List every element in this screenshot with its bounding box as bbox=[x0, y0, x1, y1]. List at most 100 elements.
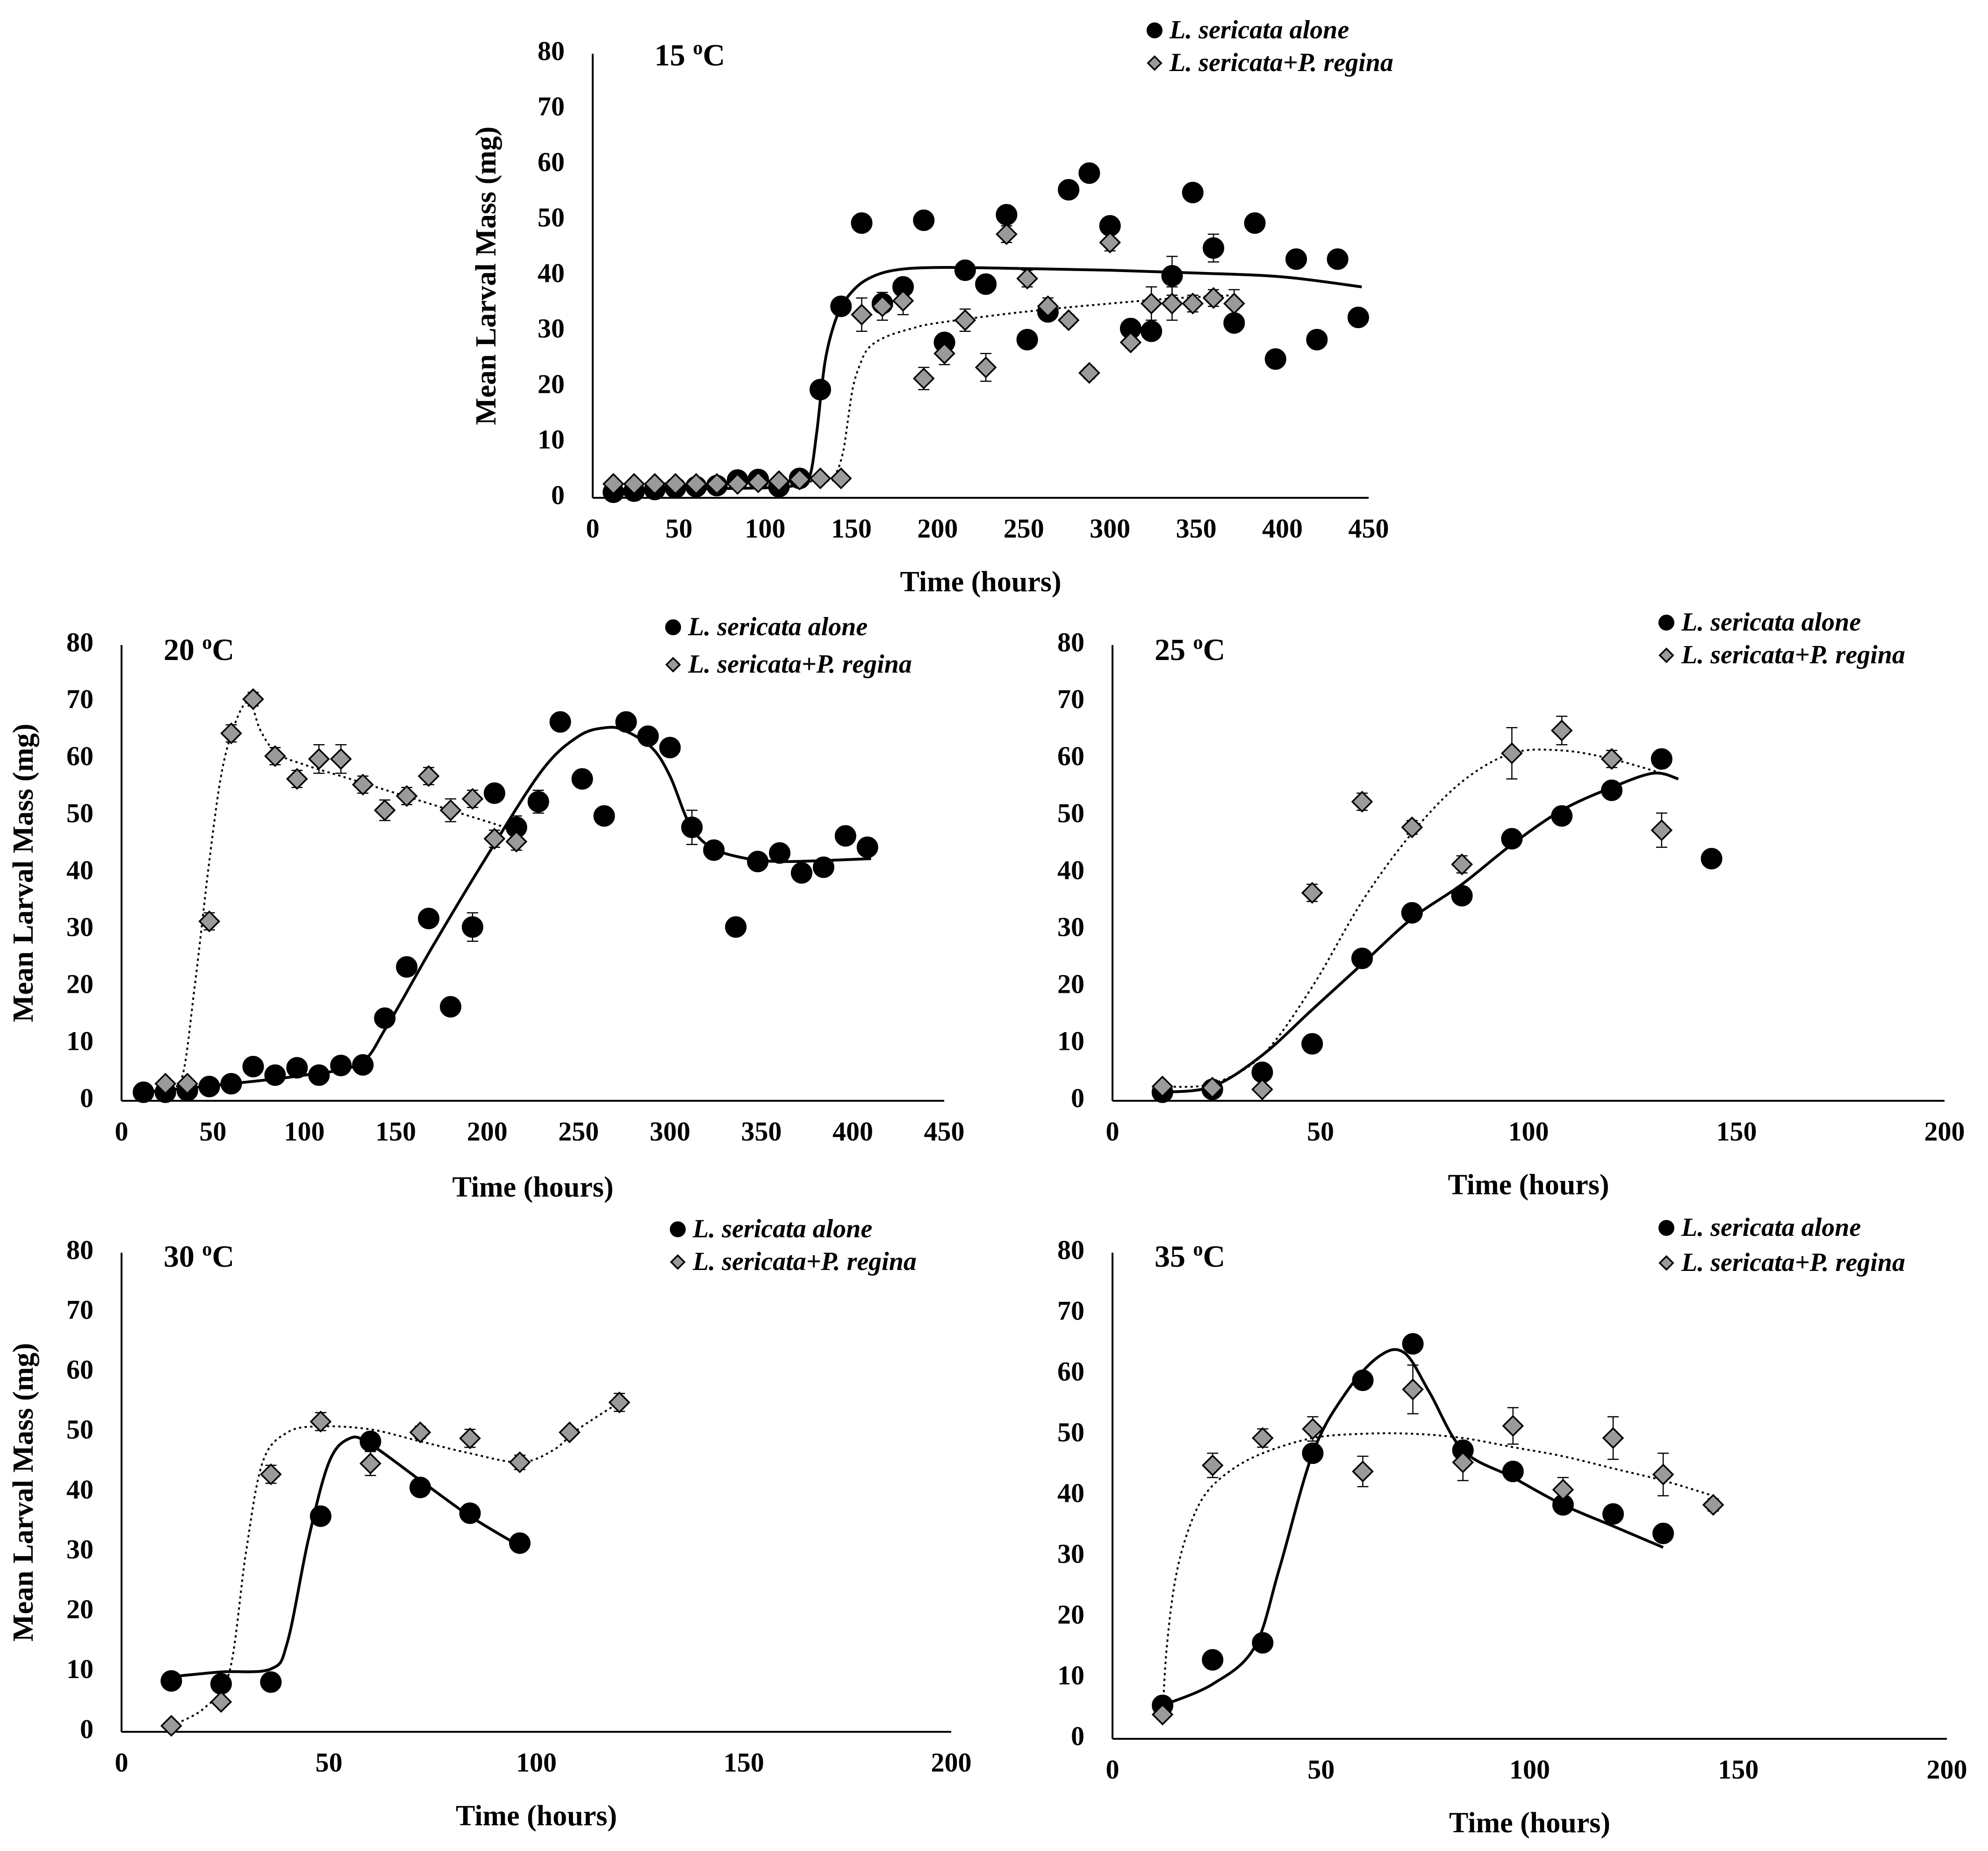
x-tick-label: 100 bbox=[1508, 1116, 1549, 1147]
data-point bbox=[459, 1502, 481, 1524]
data-point bbox=[747, 471, 769, 494]
y-tick-label: 60 bbox=[66, 741, 93, 771]
panel-title-number: 25 bbox=[1155, 633, 1193, 667]
data-point bbox=[1600, 748, 1623, 770]
data-point bbox=[1502, 1415, 1524, 1437]
legend: L. sericata alone L. sericata+P. regina bbox=[665, 612, 912, 679]
x-tick-label: 150 bbox=[724, 1747, 764, 1778]
x-tick-label: 150 bbox=[1718, 1754, 1758, 1785]
data-point bbox=[681, 817, 703, 838]
data-point bbox=[418, 908, 440, 929]
x-tick-label: 300 bbox=[1090, 513, 1130, 544]
data-point bbox=[664, 473, 687, 495]
y-tick-label: 0 bbox=[1071, 1083, 1084, 1113]
data-point bbox=[608, 1391, 631, 1413]
series-alone bbox=[1152, 1333, 1674, 1716]
data-point bbox=[483, 782, 505, 804]
degree-mark: o bbox=[202, 1239, 212, 1260]
y-tick-label: 60 bbox=[1057, 741, 1084, 771]
data-point bbox=[440, 996, 461, 1018]
data-point bbox=[1302, 1442, 1324, 1464]
data-point bbox=[602, 473, 624, 495]
data-point bbox=[330, 748, 352, 770]
data-point bbox=[1203, 237, 1224, 259]
data-point bbox=[1141, 320, 1163, 342]
y-axis-title: Mean Larval Mass (mg) bbox=[7, 1343, 39, 1642]
y-tick-label: 0 bbox=[80, 1083, 93, 1113]
y-tick-label: 80 bbox=[66, 627, 93, 657]
data-point bbox=[352, 774, 374, 796]
data-point bbox=[1151, 1076, 1174, 1098]
data-point bbox=[330, 1055, 352, 1076]
series-with-p-regina bbox=[602, 223, 1245, 495]
y-tick-label: 20 bbox=[538, 369, 565, 399]
y-tick-label: 80 bbox=[1057, 1234, 1084, 1265]
data-point bbox=[789, 468, 811, 491]
data-point bbox=[1078, 162, 1100, 184]
x-tick-label: 150 bbox=[831, 513, 872, 544]
fit-curve-solid bbox=[143, 725, 871, 1094]
x-tick-label: 100 bbox=[516, 1747, 557, 1778]
chart-panel-30c: 0 10 20 30 40 50 60 70 80 0 50 100 150 200 Time (hours… bbox=[7, 1214, 972, 1832]
temperature-unit: C bbox=[1203, 1240, 1226, 1274]
y-tick-label: 30 bbox=[66, 912, 93, 942]
data-point bbox=[768, 470, 790, 492]
y-tick-label: 30 bbox=[66, 1534, 93, 1564]
legend-label: L. sericata+P. regina bbox=[1681, 1248, 1905, 1277]
y-tick-label: 10 bbox=[538, 424, 565, 455]
data-point bbox=[1201, 1454, 1224, 1477]
data-point bbox=[1351, 790, 1373, 813]
data-point bbox=[198, 1076, 220, 1098]
data-point bbox=[1651, 748, 1672, 770]
x-tick-label: 450 bbox=[924, 1116, 965, 1147]
temperature-unit: C bbox=[212, 633, 235, 667]
y-tick-label: 10 bbox=[66, 1654, 93, 1684]
y-tick-label: 80 bbox=[66, 1234, 93, 1265]
data-point bbox=[1306, 329, 1328, 351]
data-point bbox=[644, 473, 666, 495]
legend-marker bbox=[1658, 1255, 1674, 1271]
legend-marker bbox=[1147, 22, 1163, 38]
legend-marker bbox=[670, 1254, 686, 1270]
series-with-p-regina bbox=[1151, 1364, 1724, 1726]
data-point bbox=[1251, 1427, 1274, 1449]
y-tick-label: 20 bbox=[66, 969, 93, 999]
legend-marker bbox=[665, 619, 681, 635]
data-point bbox=[359, 1430, 381, 1452]
panel-title-number: 35 bbox=[1155, 1240, 1193, 1274]
data-point bbox=[1285, 248, 1307, 270]
x-tick-label: 150 bbox=[1716, 1116, 1757, 1147]
data-point bbox=[509, 1451, 531, 1473]
data-point bbox=[359, 1452, 381, 1475]
data-point bbox=[198, 910, 221, 933]
x-tick-label: 100 bbox=[1509, 1754, 1550, 1785]
data-point bbox=[615, 711, 637, 733]
temperature-unit: C bbox=[1203, 633, 1226, 667]
data-point bbox=[809, 379, 831, 401]
data-point bbox=[747, 851, 769, 873]
series-alone bbox=[132, 711, 878, 1103]
y-tick-label: 0 bbox=[1071, 1721, 1084, 1751]
data-point bbox=[1223, 293, 1245, 315]
legend-marker bbox=[1658, 647, 1674, 663]
data-point bbox=[260, 1671, 282, 1693]
data-point bbox=[892, 290, 914, 312]
data-point bbox=[834, 825, 856, 847]
data-point bbox=[726, 473, 749, 495]
data-point bbox=[461, 916, 483, 938]
data-point bbox=[417, 765, 440, 787]
panel-title-number: 15 bbox=[654, 38, 693, 72]
fit-curve-dotted bbox=[1162, 1432, 1714, 1715]
data-point bbox=[790, 862, 812, 884]
data-point bbox=[395, 785, 418, 807]
series-with-p-regina bbox=[154, 688, 528, 1095]
fit-curve-dotted bbox=[171, 1401, 620, 1727]
data-point bbox=[1602, 1427, 1624, 1449]
x-tick-label: 100 bbox=[745, 513, 785, 544]
x-tick-label: 50 bbox=[665, 513, 692, 544]
data-point bbox=[461, 788, 484, 810]
panel-title: 30 oC bbox=[164, 1239, 234, 1274]
data-point bbox=[1351, 947, 1373, 969]
data-point bbox=[593, 805, 615, 827]
data-point bbox=[912, 367, 935, 390]
